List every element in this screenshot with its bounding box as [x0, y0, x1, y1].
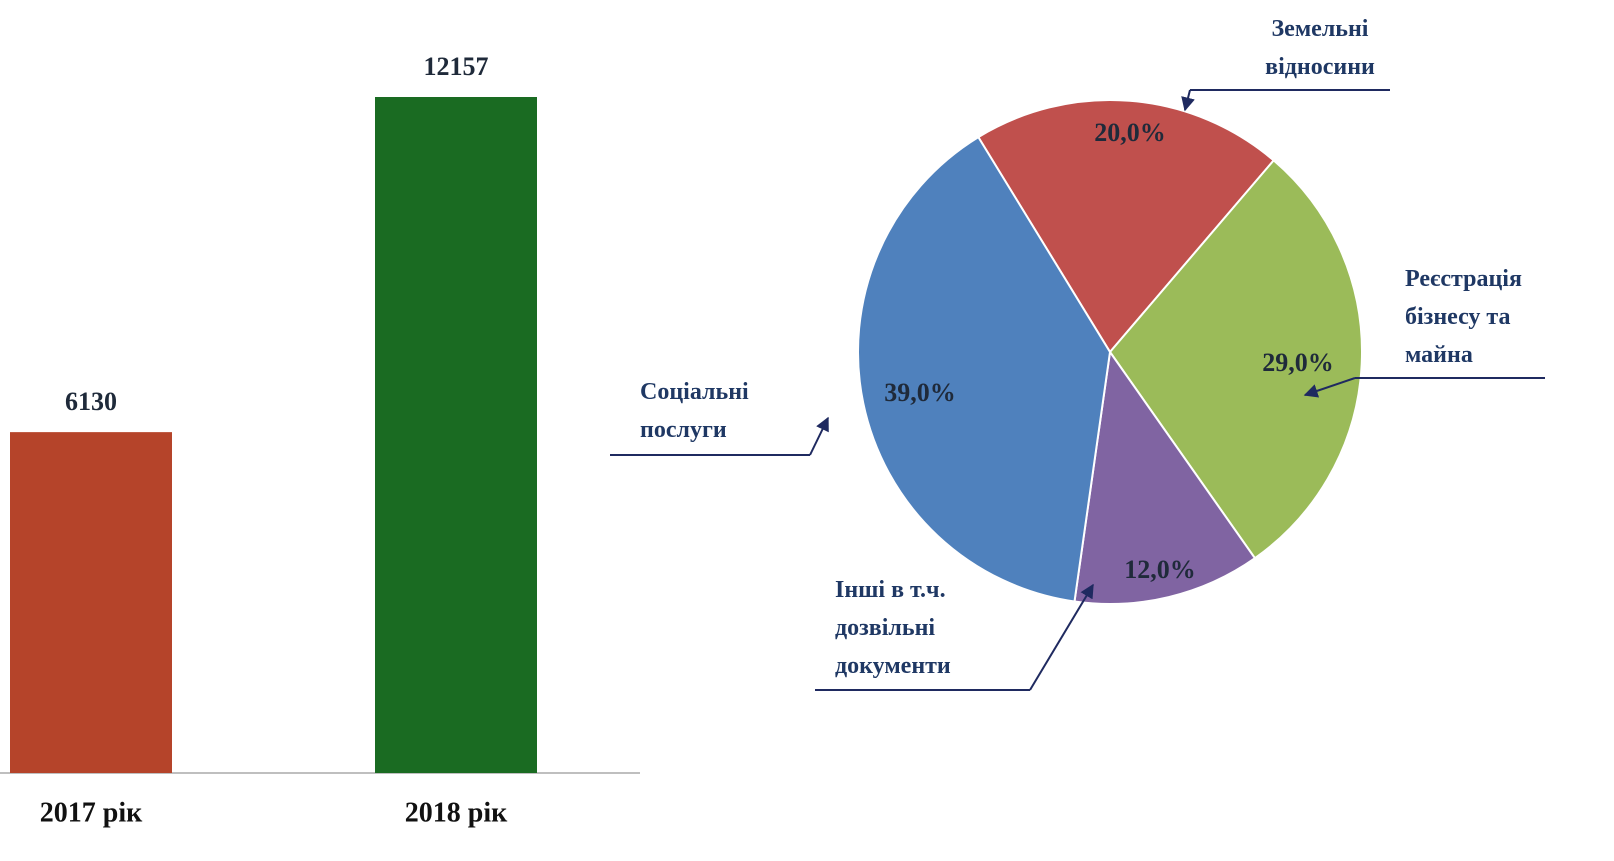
bar-value-label: 6130	[65, 387, 117, 416]
pie-value-label: 39,0%	[884, 378, 956, 407]
x-tick-label: 2017 рік	[40, 797, 143, 828]
leader-arrow	[810, 418, 828, 455]
pie-category-label: Реєстрація бізнесу та майна	[1405, 260, 1555, 374]
leader-arrow	[1185, 90, 1190, 110]
bar	[375, 97, 537, 773]
pie-value-label: 12,0%	[1124, 555, 1196, 584]
x-tick-label: 2018 рік	[405, 797, 508, 828]
pie-category-label: Інші в т.ч. дозвільні документи	[835, 571, 1025, 685]
bar	[10, 432, 172, 773]
page: 6130 2017 рік 12157 2018 рік 20,0% 29,0% 12,0%…	[0, 0, 1614, 861]
pie-value-label: 29,0%	[1262, 348, 1334, 377]
bar-value-label: 12157	[424, 52, 489, 81]
pie-category-label: Соціальні послуги	[640, 373, 810, 449]
pie-value-label: 20,0%	[1094, 118, 1166, 147]
pie-category-label: Земельні відносини	[1235, 10, 1405, 86]
leader-arrow	[1030, 585, 1093, 690]
